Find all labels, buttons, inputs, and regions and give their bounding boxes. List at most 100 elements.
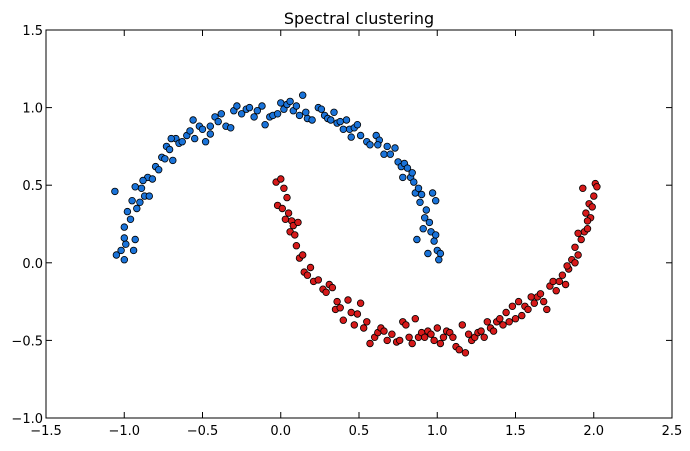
point-series-1-7 bbox=[284, 209, 293, 217]
point-series-1-20 bbox=[314, 276, 322, 284]
points-layer bbox=[111, 91, 601, 357]
point-series-1-78 bbox=[502, 308, 510, 317]
point-series-0-46 bbox=[245, 103, 254, 112]
x-tick-label: 1.5 bbox=[505, 424, 526, 439]
point-series-1-26 bbox=[333, 297, 341, 306]
y-tick-label: 1.5 bbox=[22, 24, 43, 39]
point-series-0-68 bbox=[327, 116, 335, 124]
point-series-0-73 bbox=[342, 116, 351, 124]
point-series-0-54 bbox=[277, 99, 285, 107]
x-tick-label: 2.5 bbox=[662, 424, 683, 439]
point-series-0-98 bbox=[422, 206, 430, 214]
point-series-0-0 bbox=[111, 187, 119, 196]
point-series-0-18 bbox=[148, 175, 157, 183]
point-series-1-30 bbox=[347, 308, 355, 317]
point-series-0-24 bbox=[165, 145, 174, 154]
point-series-0-65 bbox=[317, 105, 326, 113]
point-series-1-97 bbox=[561, 280, 570, 289]
point-series-0-12 bbox=[133, 204, 141, 213]
point-series-0-22 bbox=[161, 155, 169, 163]
point-series-0-47 bbox=[250, 113, 258, 121]
point-series-0-38 bbox=[214, 117, 222, 126]
point-series-0-115 bbox=[399, 173, 407, 182]
ticks-layer: −1.5 −1.0 −0.5 0.0 0.5 1.0 1.5 2.0 2.51.51.00.50… bbox=[11, 24, 682, 439]
point-series-0-41 bbox=[226, 124, 235, 132]
point-series-1-41 bbox=[383, 336, 391, 345]
point-series-1-44 bbox=[396, 336, 404, 345]
point-series-1-56 bbox=[433, 324, 441, 332]
x-tick-label: −1.5 bbox=[30, 424, 62, 439]
point-series-0-92 bbox=[410, 178, 418, 186]
point-series-0-49 bbox=[258, 102, 266, 110]
point-series-0-35 bbox=[201, 137, 210, 146]
point-series-1-94 bbox=[552, 287, 560, 295]
point-series-1-105 bbox=[583, 224, 592, 233]
point-series-1-65 bbox=[461, 349, 470, 357]
x-tick-label: 0.0 bbox=[270, 424, 291, 439]
point-series-0-85 bbox=[391, 144, 399, 152]
point-series-1-48 bbox=[408, 339, 416, 348]
point-series-1-31 bbox=[350, 321, 358, 329]
point-series-1-61 bbox=[449, 333, 457, 341]
chart-title: Spectral clustering bbox=[284, 9, 434, 28]
point-series-1-100 bbox=[571, 243, 579, 251]
point-series-1-49 bbox=[411, 315, 419, 323]
point-series-1-101 bbox=[574, 251, 582, 259]
point-series-0-106 bbox=[413, 235, 421, 244]
point-series-1-116 bbox=[574, 229, 582, 237]
point-series-0-89 bbox=[403, 164, 412, 172]
y-tick-label: −1.0 bbox=[11, 412, 43, 427]
point-series-1-93 bbox=[549, 277, 557, 286]
point-series-1-3 bbox=[278, 204, 286, 213]
point-series-1-70 bbox=[477, 327, 485, 335]
point-series-0-94 bbox=[414, 184, 423, 192]
point-series-1-22 bbox=[322, 288, 330, 296]
point-series-0-96 bbox=[417, 190, 426, 199]
point-series-0-99 bbox=[425, 218, 434, 227]
point-series-0-39 bbox=[217, 110, 225, 118]
point-series-1-28 bbox=[339, 316, 347, 324]
point-series-1-114 bbox=[571, 259, 579, 267]
point-series-0-84 bbox=[386, 150, 394, 158]
point-series-0-25 bbox=[169, 156, 177, 165]
point-series-0-108 bbox=[428, 189, 437, 197]
point-series-0-79 bbox=[366, 141, 374, 149]
y-tick-label: 0.0 bbox=[22, 257, 43, 272]
point-series-1-91 bbox=[543, 305, 551, 314]
point-series-0-110 bbox=[432, 196, 440, 205]
point-series-1-34 bbox=[360, 324, 368, 332]
point-series-1-63 bbox=[455, 346, 463, 354]
point-series-1-57 bbox=[436, 339, 445, 348]
x-tick-label: −0.5 bbox=[187, 424, 219, 439]
point-series-1-112 bbox=[579, 184, 587, 192]
point-series-1-52 bbox=[421, 333, 429, 341]
point-series-0-113 bbox=[206, 130, 214, 138]
point-series-0-17 bbox=[145, 192, 153, 200]
point-series-1-74 bbox=[489, 327, 498, 335]
point-series-0-59 bbox=[292, 102, 301, 110]
point-series-1-36 bbox=[366, 339, 374, 348]
point-series-0-34 bbox=[198, 125, 207, 133]
point-series-0-43 bbox=[233, 102, 241, 110]
point-series-0-104 bbox=[435, 256, 443, 264]
point-series-1-95 bbox=[555, 277, 563, 286]
point-series-1-77 bbox=[499, 321, 507, 329]
point-series-1-18 bbox=[306, 263, 315, 272]
point-series-1-113 bbox=[583, 217, 592, 225]
point-series-0-107 bbox=[424, 249, 432, 258]
point-series-1-96 bbox=[558, 271, 567, 279]
point-series-0-36 bbox=[206, 122, 214, 130]
point-series-1-17 bbox=[303, 271, 312, 279]
point-series-0-77 bbox=[356, 131, 365, 140]
point-series-1-12 bbox=[292, 241, 301, 250]
point-series-0-1 bbox=[112, 251, 121, 259]
y-tick-label: −0.5 bbox=[11, 334, 43, 349]
point-series-1-55 bbox=[430, 336, 438, 345]
point-series-1-29 bbox=[344, 296, 352, 304]
point-series-0-6 bbox=[123, 207, 132, 216]
point-series-1-71 bbox=[480, 333, 488, 341]
point-series-0-71 bbox=[336, 117, 344, 126]
point-series-0-111 bbox=[139, 176, 147, 185]
point-series-1-40 bbox=[380, 327, 388, 335]
